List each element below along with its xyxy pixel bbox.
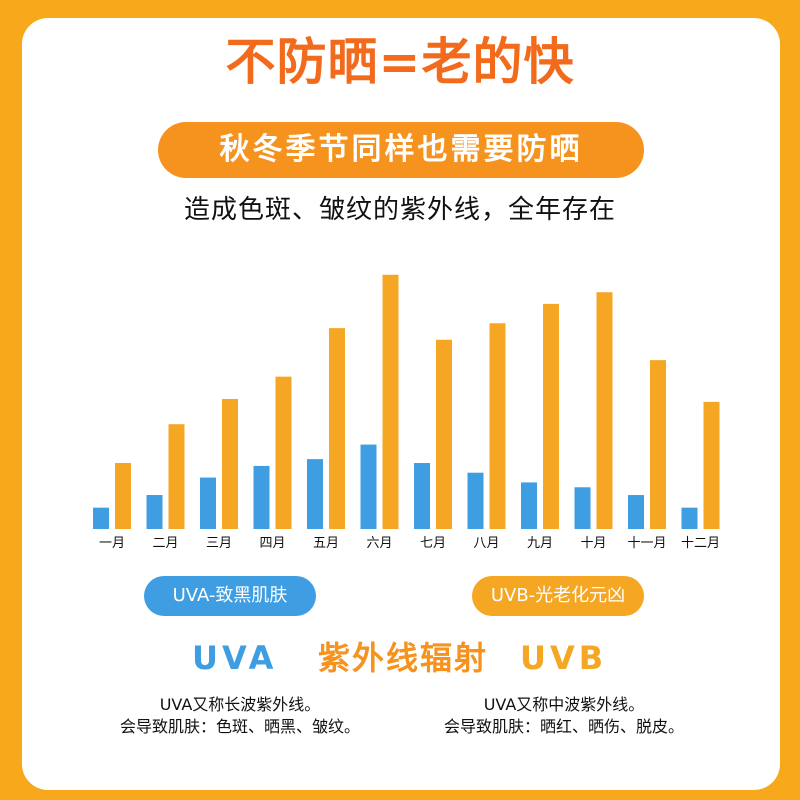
chart-caption: 造成色斑、皱纹的紫外线，全年存在: [183, 195, 616, 225]
bar-uva-12: [681, 507, 698, 529]
bar-uva-2: [146, 495, 163, 529]
legend-uva: UVA-致黑肌肤: [144, 576, 316, 616]
bar-uvb-8: [489, 323, 506, 529]
subtitle-banner: 秋冬季节同样也需要防晒: [158, 122, 644, 178]
bar-uvb-6: [382, 274, 399, 529]
x-tick-label: 十二月: [681, 536, 720, 551]
uvb-description: UVA又称中波紫外线。 会导致肌肤：晒红、晒伤、脱皮。: [404, 694, 724, 738]
bar-uvb-7: [436, 339, 452, 529]
x-tick-label: 三月: [206, 536, 232, 551]
bar-uvb-3: [222, 398, 238, 529]
uva-description: UVA又称长波紫外线。 会导致肌肤：色斑、晒黑、皱纹。: [80, 694, 400, 738]
x-tick-label: 八月: [473, 536, 499, 551]
x-tick-label: 四月: [259, 536, 285, 551]
uvb-desc-line2: 会导致肌肤：晒红、晒伤、脱皮。: [443, 717, 684, 736]
uva-desc-line1: UVA又称长波紫外线。: [159, 695, 321, 714]
bar-uvb-1: [115, 463, 131, 529]
x-tick-label: 九月: [527, 536, 553, 551]
bar-uva-6: [360, 444, 377, 529]
bar-uva-1: [93, 507, 109, 529]
bar-uva-4: [253, 465, 270, 529]
bar-uvb-9: [543, 303, 559, 529]
bar-uvb-10: [596, 292, 613, 529]
bar-uva-8: [467, 472, 484, 529]
x-tick-label: 十月: [580, 536, 606, 551]
uvb-heading: UVB: [520, 639, 608, 677]
bar-uvb-12: [703, 401, 720, 529]
bar-uvb-11: [650, 360, 666, 529]
bar-uva-7: [414, 463, 430, 529]
bar-uvb-2: [168, 424, 185, 529]
uv-radiation-heading: 紫外线辐射: [318, 639, 489, 677]
x-tick-label: 一月: [99, 536, 125, 551]
bar-uva-3: [200, 477, 216, 529]
uvb-desc-line1: UVA又称中波紫外线。: [483, 695, 645, 714]
uva-desc-line2: 会导致肌肤：色斑、晒黑、皱纹。: [119, 717, 360, 736]
x-tick-label: 十一月: [627, 536, 666, 551]
bar-uvb-5: [329, 328, 345, 529]
page-title: 不防晒=老的快: [225, 33, 575, 91]
bar-uva-11: [628, 495, 644, 529]
bar-uva-10: [574, 487, 591, 529]
x-tick-label: 二月: [152, 536, 178, 551]
x-tick-label: 五月: [313, 536, 339, 551]
x-tick-label: 七月: [420, 536, 446, 551]
legend-uvb: UVB-光老化元凶: [472, 576, 644, 616]
bar-uva-5: [307, 459, 323, 529]
bar-uva-9: [521, 482, 537, 529]
x-tick-label: 六月: [366, 536, 392, 551]
bar-uvb-4: [275, 376, 292, 529]
uva-heading: UVA: [192, 639, 278, 677]
